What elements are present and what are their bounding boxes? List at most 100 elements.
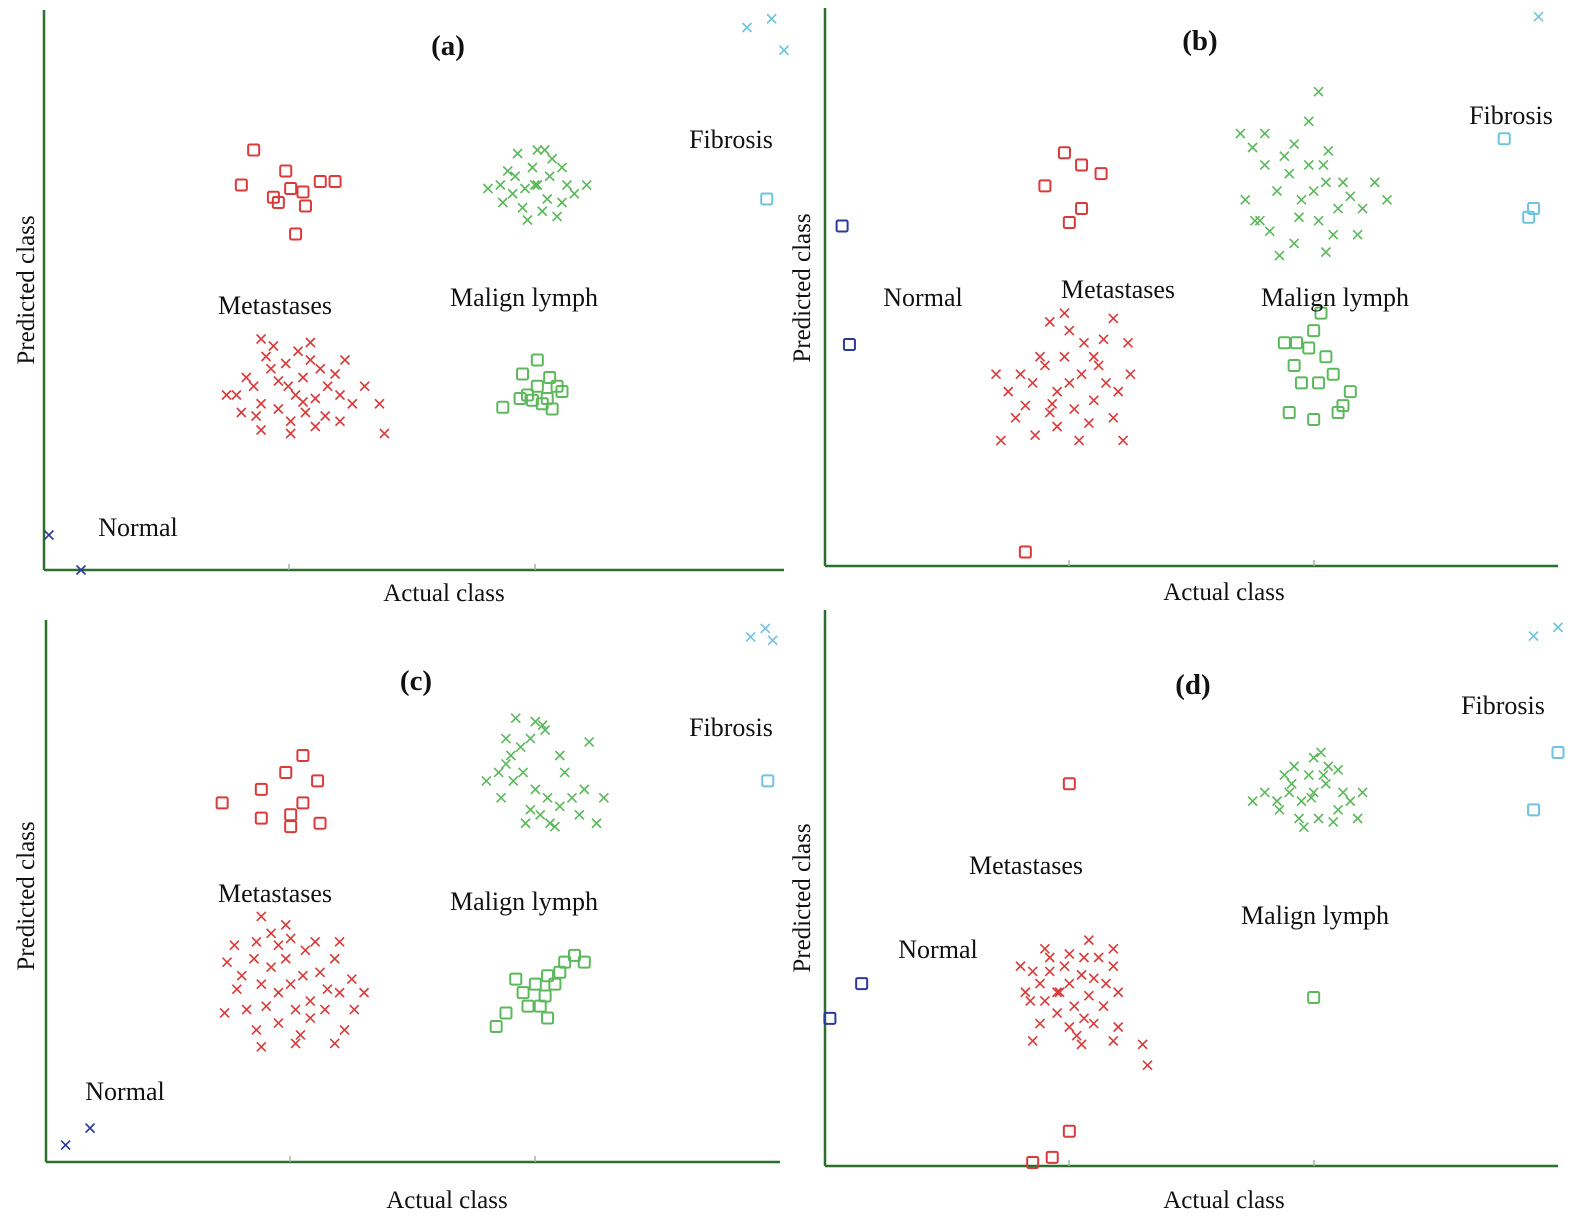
point-metastases-x xyxy=(260,351,272,362)
point-metastases-x xyxy=(1078,1013,1090,1024)
point-metastases-x xyxy=(290,1004,301,1015)
class-label-fibrosis: Fibrosis xyxy=(1469,101,1553,130)
point-malign-lymph-x xyxy=(537,206,548,217)
point-metastases-x xyxy=(1078,337,1090,348)
point-malign-lymph-x xyxy=(1313,86,1324,97)
point-malign-lymph-square xyxy=(533,999,547,1013)
point-malign-lymph-x xyxy=(1274,250,1285,261)
point-metastases-x xyxy=(256,1041,267,1052)
point-malign-lymph-square xyxy=(516,367,530,381)
point-malign-lymph-x xyxy=(500,758,512,770)
point-malign-lymph-x xyxy=(1271,796,1283,807)
panel-a: (a) Actual class Predicted class Fibrosi… xyxy=(13,10,790,607)
point-malign-lymph-x xyxy=(507,188,518,199)
point-metastases-x xyxy=(319,1004,330,1015)
point-malign-lymph-x xyxy=(556,197,568,208)
point-metastases-x xyxy=(1027,1035,1038,1046)
point-metastases-x xyxy=(1108,313,1119,324)
point-metastases-x xyxy=(1118,435,1129,446)
point-metastases-square xyxy=(1057,146,1071,160)
point-malign-lymph-square xyxy=(1336,399,1350,413)
point-malign-lymph-x xyxy=(1293,813,1305,824)
panel-title: (b) xyxy=(1182,25,1217,57)
point-metastases-square xyxy=(296,749,310,762)
point-malign-lymph-x xyxy=(561,179,572,191)
point-malign-lymph-x xyxy=(1259,787,1270,798)
panel-title: (a) xyxy=(431,30,465,62)
point-normal-square xyxy=(842,338,856,352)
point-metastases-x xyxy=(236,407,247,418)
point-metastases-x xyxy=(1088,1018,1099,1029)
point-metastases-x xyxy=(1088,973,1099,984)
point-malign-lymph-x xyxy=(554,750,565,761)
point-metastases-square xyxy=(1075,158,1089,172)
point-malign-lymph-square xyxy=(541,1011,555,1025)
panel-b: (b) Actual class Predicted class Normal … xyxy=(789,8,1558,606)
point-metastases-x xyxy=(256,979,267,990)
point-malign-lymph-x xyxy=(544,171,555,182)
point-malign-lymph-x xyxy=(1274,804,1285,815)
panel-c: (c) Actual class Predicted class Fibrosi… xyxy=(13,620,780,1214)
point-malign-lymph-x xyxy=(1247,142,1258,153)
point-malign-lymph-x xyxy=(556,162,568,173)
point-malign-lymph-square xyxy=(1290,336,1304,350)
point-malign-lymph-x xyxy=(1289,238,1300,249)
point-metastases-square xyxy=(311,774,325,788)
point-metastases-square xyxy=(284,808,298,822)
panel-d: (d) Actual class Predicted class Fibrosi… xyxy=(789,610,1565,1214)
point-normal-square xyxy=(855,977,869,991)
point-metastases-square xyxy=(1075,202,1089,216)
point-normal-x xyxy=(60,1139,71,1151)
point-malign-lymph-x xyxy=(1306,792,1317,803)
point-metastases-x xyxy=(339,1024,350,1035)
point-metastases-x xyxy=(231,389,242,401)
point-metastases-square xyxy=(1018,545,1032,559)
point-malign-lymph-x xyxy=(522,214,533,226)
point-metastases-x xyxy=(236,970,247,981)
point-malign-lymph-square xyxy=(1343,385,1357,399)
point-metastases-x xyxy=(300,945,311,956)
point-malign-lymph-x xyxy=(515,741,526,753)
class-label-normal: Normal xyxy=(98,513,177,542)
point-metastases-x xyxy=(310,936,321,947)
point-metastases-x xyxy=(241,1004,252,1015)
point-malign-lymph-x xyxy=(1333,203,1344,214)
point-metastases-x xyxy=(1052,421,1063,432)
point-metastases-x xyxy=(1027,966,1038,977)
point-malign-lymph-x xyxy=(517,202,528,213)
point-malign-lymph-x xyxy=(530,716,541,727)
class-label-fibrosis: Fibrosis xyxy=(689,713,773,742)
point-malign-lymph-x xyxy=(1298,822,1309,833)
point-metastases-x xyxy=(1074,435,1085,446)
point-malign-lymph-square xyxy=(1307,990,1321,1004)
point-malign-lymph-x xyxy=(1279,151,1290,162)
point-malign-lymph-square xyxy=(567,948,581,962)
point-malign-lymph-x xyxy=(519,183,531,194)
point-metastases-x xyxy=(1064,978,1075,989)
point-metastases-x xyxy=(251,410,262,422)
point-malign-lymph-x xyxy=(1303,159,1314,171)
point-metastases-x xyxy=(359,381,370,392)
point-malign-lymph-x xyxy=(549,821,560,832)
point-metastases-x xyxy=(1034,351,1046,362)
x-axis-label: Actual class xyxy=(386,1187,507,1214)
point-metastases-square xyxy=(313,816,327,830)
point-malign-lymph-x xyxy=(554,801,565,812)
point-metastases-square xyxy=(296,796,310,810)
point-metastases-x xyxy=(1083,417,1094,429)
x-axis-label: Actual class xyxy=(1163,1187,1284,1214)
point-metastases-x xyxy=(310,393,321,404)
point-malign-lymph-x xyxy=(581,179,592,191)
y-axis-label: Predicted class xyxy=(13,821,40,970)
point-malign-lymph-square xyxy=(1314,306,1328,320)
point-malign-lymph-x xyxy=(569,188,580,199)
class-label-fibrosis: Fibrosis xyxy=(1461,691,1545,720)
point-malign-lymph-x xyxy=(1271,186,1283,197)
point-malign-lymph-x xyxy=(1313,215,1324,226)
class-label-metastases: Metastases xyxy=(218,291,332,320)
point-metastases-x xyxy=(1039,943,1050,954)
class-label-malign-lymph: Malign lymph xyxy=(450,283,598,312)
point-malign-lymph-x xyxy=(496,792,507,803)
point-metastases-x xyxy=(305,996,316,1007)
point-malign-lymph-square xyxy=(541,969,555,983)
